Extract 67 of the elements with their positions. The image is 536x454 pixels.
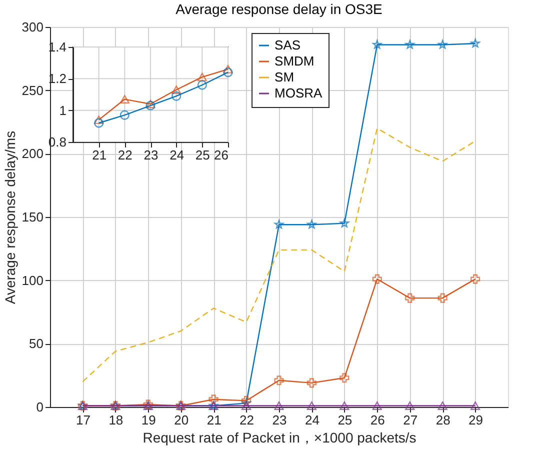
point [405,293,415,303]
point [242,402,252,410]
point [208,394,218,404]
x-tick-label: 24 [170,148,184,162]
x-tick-label: 18 [108,412,124,428]
line-series [82,128,476,382]
point [306,378,316,388]
point [438,402,448,410]
point [307,220,316,229]
x-tick-label: 20 [174,412,189,428]
point [372,402,382,410]
y-tick-label: 50 [29,336,44,352]
point [120,110,130,120]
x-tick-label: 23 [272,412,287,428]
x-tick-label: 23 [144,148,158,162]
point [470,274,480,284]
point [405,402,415,410]
x-tick-label: 28 [436,412,450,428]
point [340,402,350,410]
y-tick-label: 250 [22,82,44,98]
x-tick-label: 22 [240,412,254,428]
point [197,72,207,82]
point [120,95,130,104]
x-tick-label: 22 [118,148,132,162]
x-tick-label: 21 [92,148,107,162]
point [274,220,284,229]
point [94,116,104,124]
legend-label: SM [274,70,294,84]
x-tick-label: 26 [370,412,385,428]
chart-title: Average response delay in OS3E [176,1,382,17]
x-tick-label: 25 [338,412,352,428]
x-tick-label: 25 [195,148,210,162]
point [470,402,480,410]
point [172,91,182,101]
y-tick-label: 300 [22,20,44,34]
point [197,80,207,90]
point [94,118,104,128]
x-tick-label: 27 [403,412,418,428]
point [306,402,316,410]
point [340,373,350,383]
y-tick-label: 1 [59,102,66,118]
y-tick-label: 150 [22,210,44,224]
point [372,274,382,284]
y-tick-label: 100 [22,272,44,288]
point [470,38,480,48]
y-axis-title: Average response delay/ms [2,130,18,304]
point [438,40,448,49]
x-tick-label: 26 [214,148,228,162]
x-tick-label: 21 [206,412,222,428]
point [223,68,233,78]
x-tick-label: 19 [141,412,156,428]
legend-label: SMDM [274,54,314,68]
point [438,293,448,303]
x-tick-label: 29 [468,412,484,428]
point [274,402,284,410]
point [172,86,182,94]
legend-label: SAS [274,38,301,52]
x-tick-label: 17 [76,412,90,428]
point [242,396,252,406]
point [274,376,284,386]
y-tick-label: 200 [22,146,44,162]
y-tick-label: 0 [36,400,44,414]
point [340,218,350,228]
x-tick-label: 24 [304,412,320,428]
point [223,64,233,74]
legend-label: MOSRA [274,86,323,100]
x-axis-title: Request rate of Packet in，×1000 packets/s [142,430,416,446]
